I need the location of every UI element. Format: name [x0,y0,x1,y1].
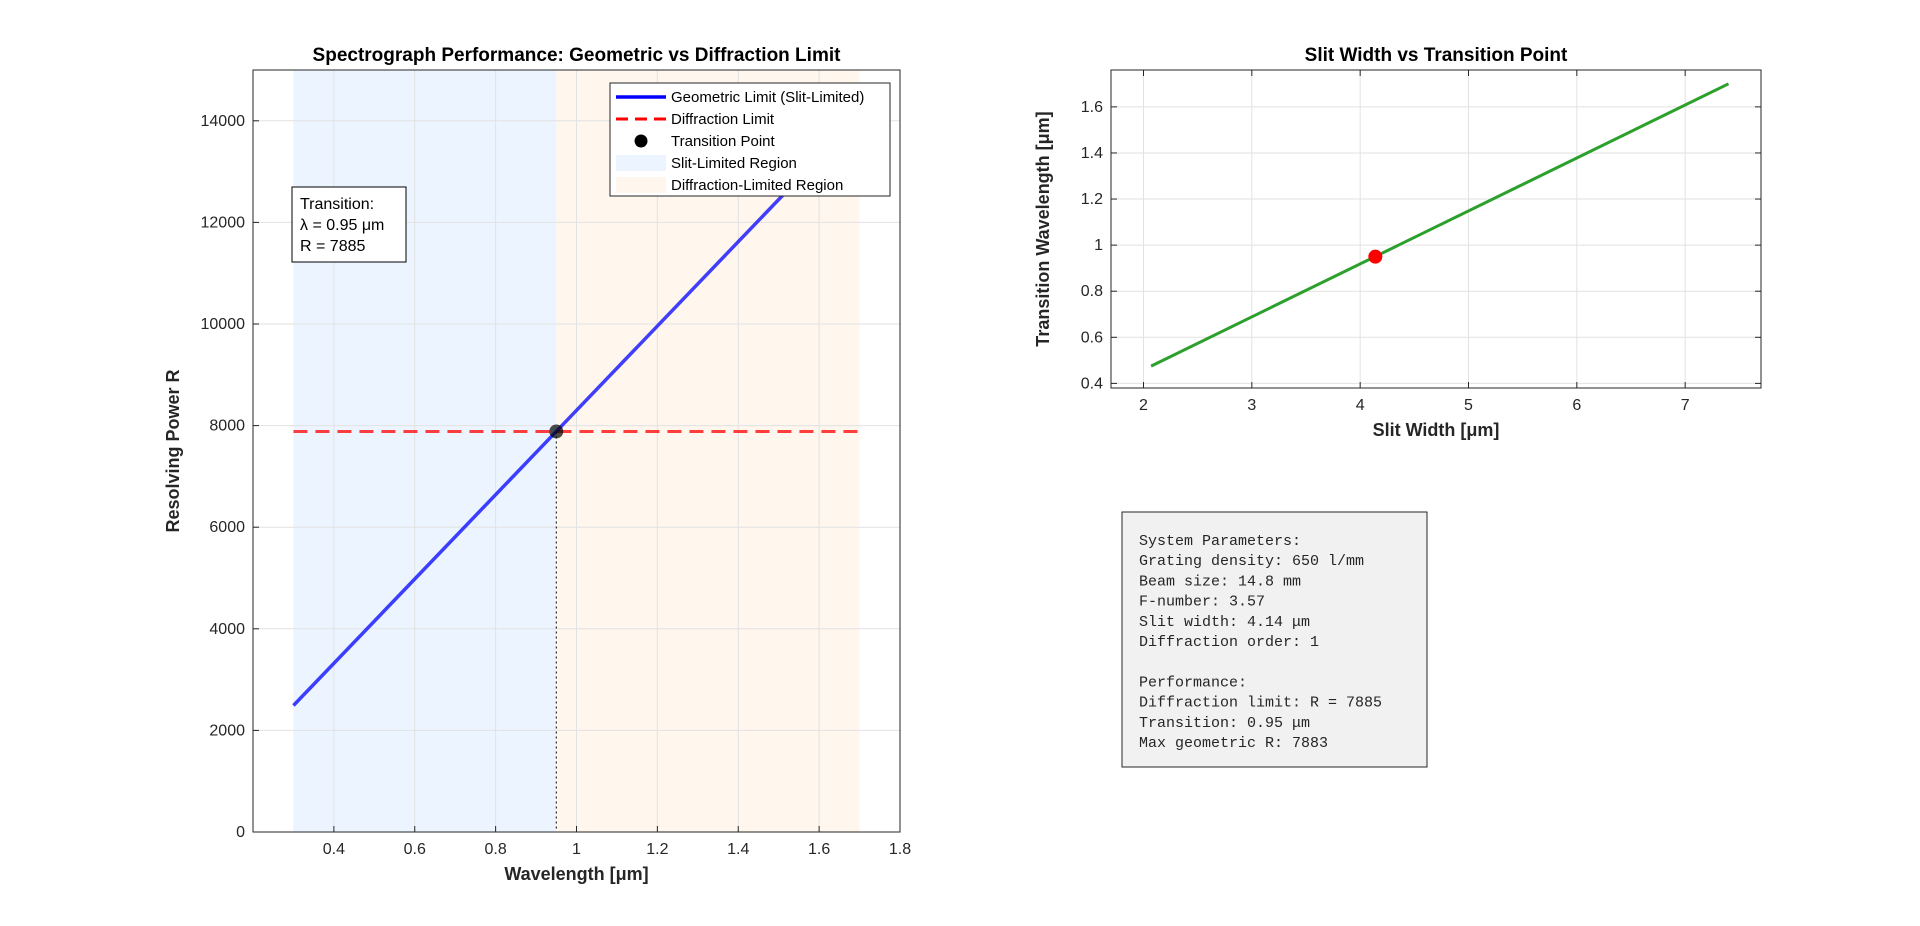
parameter-line: Diffraction limit: R = 7885 [1139,695,1382,712]
x-tick-label: 0.6 [404,841,426,858]
annotation-box [291,186,407,263]
legend-label: Geometric Limit (Slit-Limited) [671,89,864,106]
left-chart-x-ticks: 0.4 0.6 0.8 1 1.2 1.4 1.6 1.8 [253,826,911,858]
region-0 [293,70,557,832]
system-parameters-box: System Parameters: Grating density: 650 l… [1121,511,1428,768]
parameter-line: F-number: 3.57 [1139,594,1265,611]
current-slit-marker [1368,249,1383,264]
y-tick-label: 1 [1094,237,1103,254]
x-tick-label: 5 [1464,397,1473,414]
y-tick-label: 6000 [209,519,245,536]
right-chart-x-label: Slit Width [μm] [1373,420,1500,440]
y-tick-label: 1.4 [1081,145,1103,162]
y-tick-label: 4000 [209,621,245,638]
parameters-box-background [1121,511,1428,768]
parameter-line: Transition: 0.95 μm [1139,715,1310,732]
region-1 [556,70,860,832]
parameter-line: Performance: [1139,674,1247,691]
left-chart-x-label: Wavelength [μm] [504,864,648,884]
annotation-line: Transition: [300,196,374,213]
right-chart-y-ticks: 0.4 0.6 0.8 1 1.2 1.4 1.6 [1081,99,1761,392]
y-tick-label: 14000 [201,113,246,130]
left-chart-legend: Geometric Limit (Slit-Limited) Diffractio… [609,82,891,197]
right-chart-x-ticks: 2 3 4 5 6 7 [1139,70,1690,414]
legend-label: Transition Point [671,133,775,150]
x-tick-label: 0.8 [485,841,507,858]
y-tick-label: 0.6 [1081,329,1103,346]
x-tick-label: 3 [1247,397,1256,414]
right-chart-title: Slit Width vs Transition Point [1305,45,1568,66]
legend-label: Slit-Limited Region [671,155,797,172]
transition-point-marker [549,424,564,439]
x-tick-label: 2 [1139,397,1148,414]
annotation-line: λ = 0.95 μm [300,217,384,234]
parameter-line: Diffraction order: 1 [1139,634,1319,651]
left-chart-regions [293,70,860,832]
x-tick-label: 7 [1681,397,1690,414]
y-tick-label: 1.6 [1081,99,1103,116]
y-tick-label: 0.4 [1081,375,1103,392]
legend-box [609,82,891,197]
x-tick-label: 6 [1572,397,1581,414]
left-chart-title: Spectrograph Performance: Geometric vs D… [313,45,842,66]
x-tick-label: 0.4 [323,841,345,858]
left-chart-y-ticks: 0 2000 4000 6000 8000 10000 12000 14000 [201,70,259,841]
x-tick-label: 4 [1356,397,1365,414]
y-tick-label: 8000 [209,418,245,435]
legend-label: Diffraction-Limited Region [671,177,843,194]
x-tick-label: 1.6 [808,841,830,858]
parameter-line: Max geometric R: 7883 [1139,735,1328,752]
x-tick-label: 1.4 [727,841,749,858]
parameters-box-text: System Parameters: Grating density: 650 l… [1139,533,1382,752]
x-tick-label: 1.2 [646,841,668,858]
parameter-line: Beam size: 14.8 mm [1139,573,1301,590]
y-tick-label: 1.2 [1081,191,1103,208]
y-tick-label: 0.8 [1081,283,1103,300]
parameter-line: System Parameters: [1139,533,1301,550]
x-tick-label: 1.8 [889,841,911,858]
right-chart-grid [1111,70,1761,388]
left-chart-y-label: Resolving Power R [163,369,183,532]
legend-label: Diffraction Limit [671,111,775,128]
parameter-line: Grating density: 650 l/mm [1139,553,1364,570]
annotation-line: R = 7885 [300,238,365,255]
y-tick-label: 10000 [201,316,246,333]
legend-swatch [616,177,666,193]
right-chart-y-label: Transition Wavelength [μm] [1033,111,1053,346]
left-chart-series [292,114,861,832]
right-chart-series [1150,82,1730,368]
parameter-line: Slit width: 4.14 μm [1139,614,1310,631]
y-tick-label: 12000 [201,214,246,231]
legend-swatch [634,134,648,148]
legend-swatch [616,155,666,171]
right-chart-frame [1110,69,1762,389]
x-tick-label: 1 [572,841,581,858]
y-tick-label: 0 [236,824,245,841]
transition-annotation: Transition: λ = 0.95 μm R = 7885 [291,186,407,263]
left-chart: 0.4 0.6 0.8 1 1.2 1.4 1.6 1.8 0 2000 4000 6000 8000… [163,45,911,884]
right-chart: 2 3 4 5 6 7 0.4 0.6 0.8 1 1.2 1.4 1.6 Slit Width vs… [1033,45,1762,440]
y-tick-label: 2000 [209,722,245,739]
transition-wavelength-line [1150,82,1730,368]
